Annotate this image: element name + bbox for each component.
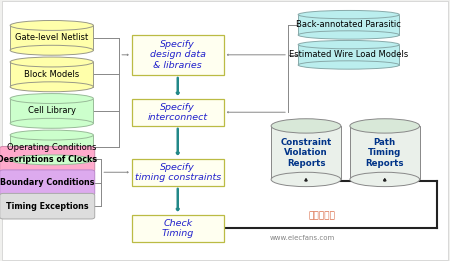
Text: Specify
interconnect: Specify interconnect (148, 103, 208, 122)
Text: Boundary Conditions: Boundary Conditions (0, 178, 94, 187)
Text: Constraint
Violation
Reports: Constraint Violation Reports (280, 138, 332, 168)
Bar (10, 99, 94, 123)
Text: Specify
timing constraints: Specify timing constraints (135, 163, 221, 182)
Bar (132, 159, 224, 186)
Bar (132, 34, 224, 75)
Ellipse shape (10, 82, 94, 92)
Ellipse shape (298, 40, 400, 49)
Text: Cell Library: Cell Library (28, 106, 76, 115)
Ellipse shape (10, 45, 94, 55)
FancyBboxPatch shape (0, 146, 95, 172)
Bar (132, 99, 224, 126)
Text: Timing Exceptions: Timing Exceptions (6, 202, 89, 211)
Ellipse shape (271, 119, 341, 133)
Text: Estimated Wire Load Models: Estimated Wire Load Models (289, 50, 409, 59)
Bar (10, 26, 94, 50)
Text: Block Models: Block Models (24, 70, 79, 79)
Text: Check
Timing: Check Timing (162, 219, 194, 238)
FancyBboxPatch shape (0, 170, 95, 195)
Bar (271, 126, 341, 180)
Ellipse shape (10, 155, 94, 165)
Text: Gate-level Netlist: Gate-level Netlist (15, 33, 88, 42)
Ellipse shape (298, 31, 400, 39)
Bar (298, 45, 400, 65)
Ellipse shape (350, 172, 419, 187)
Ellipse shape (298, 61, 400, 69)
Ellipse shape (298, 10, 400, 19)
Text: Specify
design data
& libraries: Specify design data & libraries (150, 40, 206, 70)
Ellipse shape (10, 57, 94, 67)
Bar (10, 135, 94, 160)
Ellipse shape (10, 94, 94, 104)
Text: www.elecfans.com: www.elecfans.com (270, 235, 335, 241)
Ellipse shape (10, 130, 94, 140)
Text: Path
Timing
Reports: Path Timing Reports (365, 138, 404, 168)
Bar (298, 15, 400, 35)
Ellipse shape (271, 172, 341, 187)
Text: Back-annotated Parasitic: Back-annotated Parasitic (296, 20, 401, 29)
Ellipse shape (350, 119, 419, 133)
Ellipse shape (10, 118, 94, 128)
Text: Descriptions of Clocks: Descriptions of Clocks (0, 155, 97, 164)
Bar (10, 62, 94, 87)
Text: 电子发烧友: 电子发烧友 (308, 211, 335, 220)
Ellipse shape (10, 21, 94, 31)
Bar (350, 126, 419, 180)
Bar (132, 215, 224, 242)
Text: Operating Conditions: Operating Conditions (7, 143, 96, 152)
FancyBboxPatch shape (0, 193, 95, 219)
